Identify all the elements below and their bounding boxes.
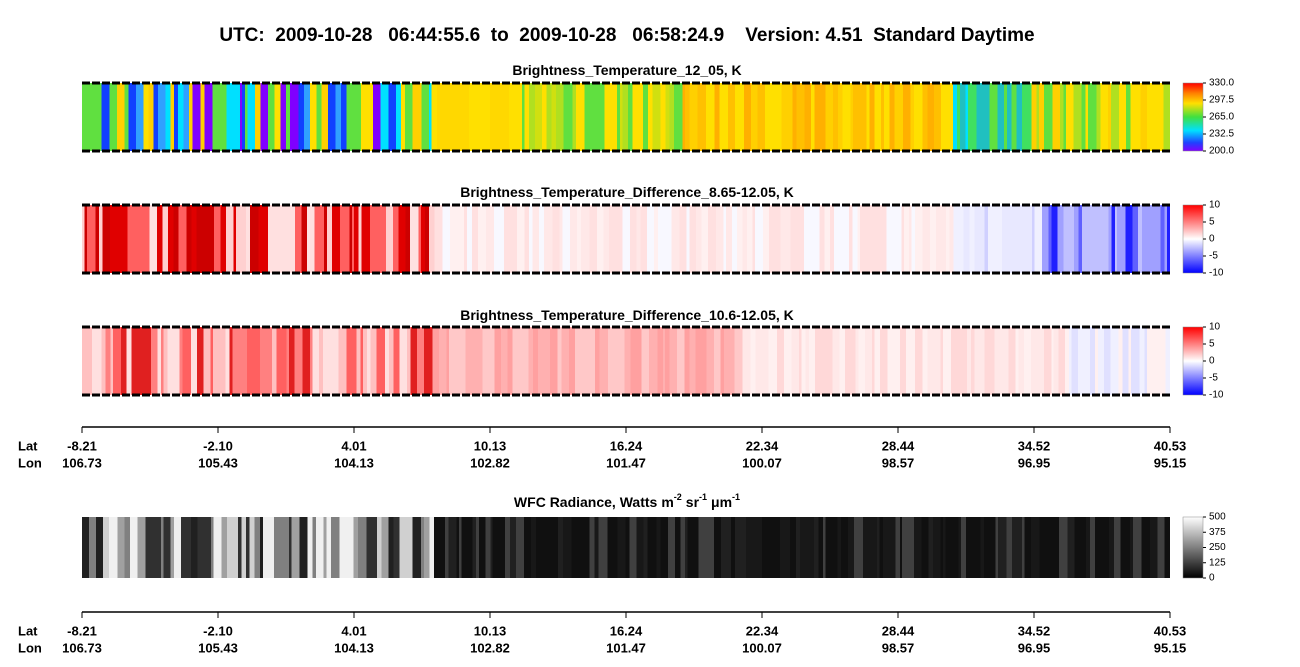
lon-tick-label: 105.43: [198, 455, 238, 470]
colorbar-label: 0: [1209, 234, 1215, 245]
panel-title: WFC Radiance, Watts m-2 sr-1 μm-1: [514, 492, 740, 509]
lon-tick-label: 105.43: [198, 640, 238, 655]
colorbar: [1182, 326, 1204, 396]
colorbar-label: 500: [1209, 512, 1226, 523]
lon-tick-label: 95.15: [1154, 455, 1187, 470]
swath-image: [82, 327, 1170, 395]
lon-tick-label: 98.57: [882, 455, 915, 470]
colorbar-label: -10: [1209, 390, 1224, 401]
lon-label: Lon: [18, 455, 42, 470]
lon-tick-label: 100.07: [742, 640, 782, 655]
colorbar-label: 10: [1209, 322, 1221, 333]
lon-tick-label: 104.13: [334, 640, 374, 655]
unit-base: μm: [711, 494, 732, 510]
colorbar: [1182, 516, 1204, 579]
main-title: UTC: 2009-10-28 06:44:55.6 to 2009-10-28…: [219, 25, 1034, 46]
panel-title: Brightness_Temperature_12_05, K: [512, 62, 741, 78]
lat-tick-label: 28.44: [882, 623, 915, 638]
lat-tick-label: -8.21: [67, 623, 97, 638]
colorbar-label: 330.0: [1209, 78, 1234, 89]
colorbar: [1182, 82, 1204, 152]
panel-title: Brightness_Temperature_Difference_8.65-1…: [460, 184, 794, 200]
lat-tick-label: 16.24: [610, 623, 643, 638]
lat-tick-label: 40.53: [1154, 623, 1187, 638]
lat-tick-label: 40.53: [1154, 438, 1187, 453]
lat-tick-label: -2.10: [203, 438, 233, 453]
unit-base: sr: [686, 494, 700, 510]
lat-tick-label: 34.52: [1018, 623, 1051, 638]
swath-image: [82, 205, 1170, 273]
unit-base: m: [661, 494, 673, 510]
lon-tick-label: 102.82: [470, 640, 510, 655]
lat-tick-label: 16.24: [610, 438, 643, 453]
swath-image: [82, 517, 1170, 578]
colorbar-label: 232.5: [1209, 129, 1234, 140]
lat-tick-label: 22.34: [746, 623, 779, 638]
lat-label: Lat: [18, 438, 38, 453]
colorbar-label: 0: [1209, 573, 1215, 584]
panel-title-text: Brightness_Temperature_Difference_8.65-1…: [460, 184, 794, 200]
panel-title-text: Brightness_Temperature_Difference_10.6-1…: [460, 307, 794, 323]
lon-tick-label: 101.47: [606, 640, 646, 655]
colorbar-label: 10: [1209, 200, 1221, 211]
lat-tick-label: 4.01: [341, 438, 366, 453]
colorbar-label: 200.0: [1209, 146, 1234, 157]
lon-tick-label: 106.73: [62, 640, 102, 655]
lon-label: Lon: [18, 640, 42, 655]
colorbar: [1182, 204, 1204, 274]
colorbar-label: 250: [1209, 542, 1226, 553]
panel-title-text: Brightness_Temperature_12_05, K: [512, 62, 741, 78]
panel-title-text: WFC Radiance, Watts: [514, 494, 658, 510]
colorbar-label: 265.0: [1209, 112, 1234, 123]
lat-tick-label: 22.34: [746, 438, 779, 453]
lon-tick-label: 96.95: [1018, 455, 1051, 470]
lon-tick-label: 96.95: [1018, 640, 1051, 655]
colorbar-label: 5: [1209, 217, 1215, 228]
lon-tick-label: 98.57: [882, 640, 915, 655]
unit-exp: -2: [674, 492, 682, 502]
colorbar-label: 375: [1209, 527, 1226, 538]
colorbar-label: 5: [1209, 339, 1215, 350]
lon-tick-label: 95.15: [1154, 640, 1187, 655]
lat-tick-label: 10.13: [474, 623, 507, 638]
colorbar-label: 125: [1209, 557, 1226, 568]
colorbar-label: 0: [1209, 356, 1215, 367]
lat-tick-label: -8.21: [67, 438, 97, 453]
colorbar-label: -10: [1209, 268, 1224, 279]
colorbar-label: -5: [1209, 373, 1218, 384]
lat-label: Lat: [18, 623, 38, 638]
lat-tick-label: -2.10: [203, 623, 233, 638]
lat-tick-label: 34.52: [1018, 438, 1051, 453]
lat-tick-label: 28.44: [882, 438, 915, 453]
panel-title: Brightness_Temperature_Difference_10.6-1…: [460, 307, 794, 323]
lon-tick-label: 100.07: [742, 455, 782, 470]
lat-tick-label: 4.01: [341, 623, 366, 638]
lon-tick-label: 102.82: [470, 455, 510, 470]
lat-tick-label: 10.13: [474, 438, 507, 453]
lon-tick-label: 104.13: [334, 455, 374, 470]
swath-image: [82, 83, 1170, 151]
colorbar-label: 297.5: [1209, 95, 1234, 106]
lon-tick-label: 101.47: [606, 455, 646, 470]
colorbar-label: -5: [1209, 251, 1218, 262]
unit-exp: -1: [699, 492, 707, 502]
unit-exp: -1: [732, 492, 740, 502]
lon-tick-label: 106.73: [62, 455, 102, 470]
